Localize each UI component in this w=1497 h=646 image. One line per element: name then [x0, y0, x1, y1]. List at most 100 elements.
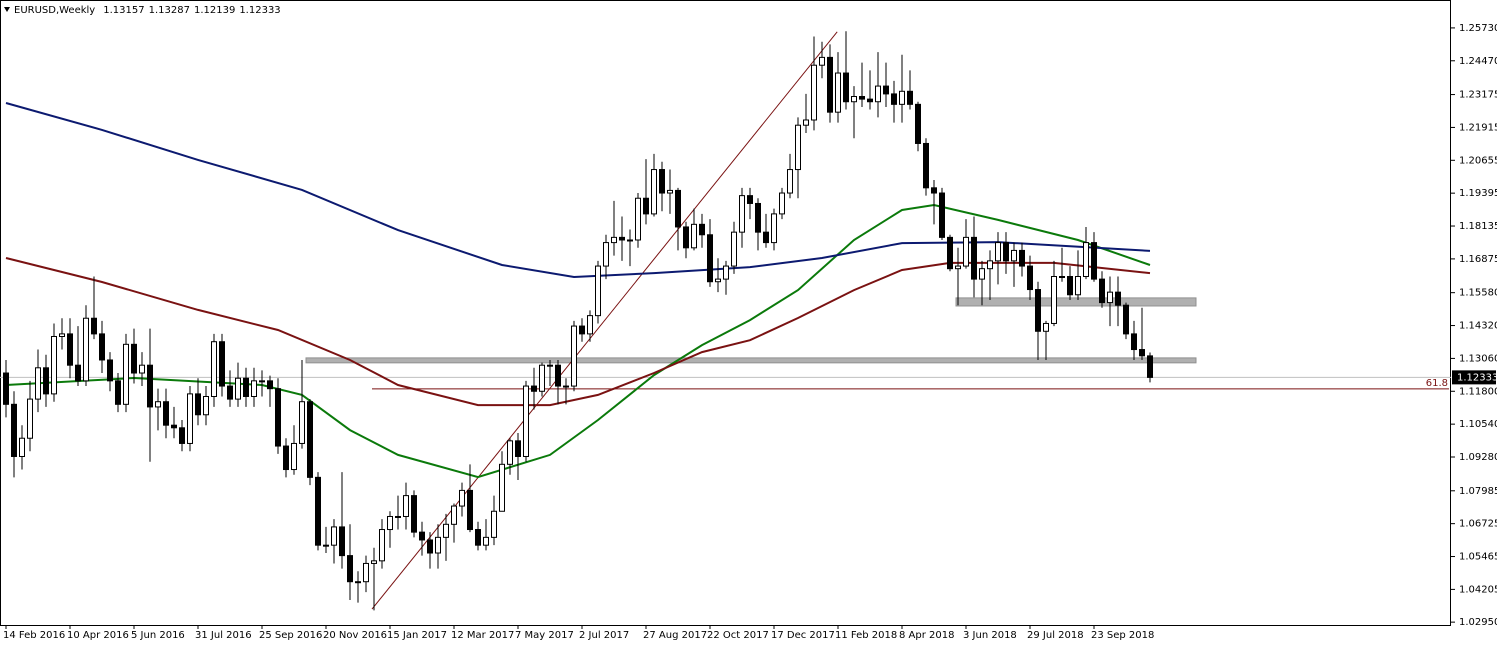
candle-body: [467, 489, 473, 531]
moving-average: [5, 102, 1151, 279]
chart-header: EURUSD,Weekly 1.13157 1.13287 1.12139 1.1233…: [14, 5, 281, 16]
candle-body: [859, 96, 865, 100]
x-tick-label: 3 Jun 2018: [963, 630, 1017, 641]
candle-body: [43, 367, 49, 395]
candle-body: [299, 401, 305, 444]
menu-arrow[interactable]: [4, 7, 10, 12]
candle-body: [451, 505, 457, 525]
candle-body: [403, 495, 409, 517]
candle-body: [907, 90, 913, 105]
candle-body: [1123, 304, 1129, 335]
candle-body: [771, 213, 777, 244]
candle-body: [1019, 249, 1025, 267]
candle-body: [443, 523, 449, 538]
candle-body: [587, 315, 593, 335]
candle-body: [1003, 242, 1009, 262]
candle-body: [803, 119, 809, 126]
candle-body: [515, 440, 521, 457]
candle-body: [667, 189, 673, 194]
candle-body: [971, 236, 977, 280]
candle-body: [523, 385, 529, 457]
candle-body: [1147, 355, 1153, 378]
y-tick-label: 1.19395: [1459, 188, 1497, 199]
x-tick-label: 31 Jul 2016: [195, 630, 252, 641]
support-zone: [305, 357, 1197, 364]
x-tick-label: 8 Apr 2018: [899, 630, 954, 641]
x-tick-label: 15 Jan 2017: [387, 630, 447, 641]
x-tick-label: 5 Jun 2016: [131, 630, 185, 641]
y-tick-label: 1.15580: [1459, 288, 1497, 299]
candle-body: [899, 90, 905, 105]
candle-body: [307, 401, 313, 478]
y-tick-label: 1.16875: [1459, 254, 1497, 265]
candle-body: [1083, 242, 1089, 278]
candle-body: [363, 562, 369, 583]
x-tick-label: 2 Jul 2017: [579, 630, 629, 641]
price-label: 1.12333: [1457, 372, 1497, 383]
candle-body: [635, 197, 641, 241]
last-low: 1.12139: [194, 5, 235, 16]
x-tick-label: 29 Jul 2018: [1027, 630, 1084, 641]
candle-body: [755, 202, 761, 233]
candle-body: [827, 56, 833, 113]
candle-body: [867, 98, 873, 103]
candle-body: [747, 195, 753, 204]
candle-body: [915, 103, 921, 144]
candle-body: [475, 529, 481, 546]
candle-body: [251, 380, 257, 397]
candle-body: [131, 343, 137, 374]
candle-body: [1091, 242, 1097, 280]
candle-body: [371, 560, 377, 564]
y-tick-label: 1.21915: [1459, 122, 1497, 133]
x-tick-label: 25 Sep 2016: [259, 630, 322, 641]
candle-body: [387, 515, 393, 531]
y-tick-label: 1.18135: [1459, 221, 1497, 232]
candle-body: [1027, 265, 1033, 291]
candle-body: [283, 445, 289, 471]
moving-average: [5, 257, 1151, 407]
candle-body: [267, 380, 273, 390]
candle-body: [643, 197, 649, 215]
y-tick-label: 1.07985: [1459, 486, 1497, 497]
candle-body: [835, 72, 841, 113]
candle-body: [75, 364, 81, 382]
plot-frame: [0, 0, 1451, 626]
candle-body: [1139, 349, 1145, 357]
x-tick-label: 14 Feb 2016: [3, 630, 65, 641]
y-tick-label: 1.11800: [1459, 386, 1497, 397]
candle-body: [787, 169, 793, 194]
symbol-title: EURUSD,Weekly: [14, 5, 95, 16]
candle-body: [547, 364, 553, 367]
candle-body: [195, 393, 201, 416]
candle-body: [675, 189, 681, 228]
candle-body: [11, 403, 17, 457]
candle-body: [83, 317, 89, 382]
candle-body: [843, 72, 849, 103]
candle-body: [147, 364, 153, 408]
candle-body: [171, 424, 177, 429]
candle-body: [627, 239, 633, 242]
candle-body: [203, 395, 209, 416]
candle-body: [563, 385, 569, 388]
candle-body: [323, 544, 329, 547]
candle-body: [995, 242, 1001, 262]
candle-body: [1035, 289, 1041, 332]
candle-body: [555, 364, 561, 387]
candle-body: [707, 234, 713, 283]
x-tick-label: 22 Oct 2017: [707, 630, 769, 641]
candle-body: [683, 226, 689, 249]
candle-body: [819, 56, 825, 66]
y-tick-label: 1.23175: [1459, 90, 1497, 101]
y-tick-label: 1.13060: [1459, 353, 1497, 364]
candle-body: [579, 325, 585, 335]
candle-body: [339, 526, 345, 557]
candle-body: [491, 510, 497, 538]
candle-body: [1059, 276, 1065, 279]
x-tick-label: 11 Feb 2018: [835, 630, 897, 641]
candle-body: [923, 142, 929, 189]
x-tick-label: 17 Dec 2017: [771, 630, 835, 641]
candle-body: [531, 385, 537, 392]
candle-body: [1131, 333, 1137, 351]
candle-body: [51, 335, 57, 395]
